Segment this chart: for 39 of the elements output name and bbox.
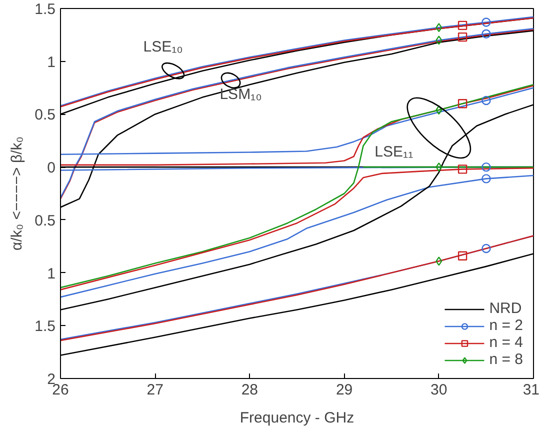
point	[458, 20, 468, 30]
y-tick-label: 1.5	[34, 1, 56, 18]
point	[482, 244, 491, 254]
point	[482, 96, 491, 106]
annotation: LSM₁₀	[220, 86, 262, 103]
x-tick-label: 31	[522, 382, 539, 398]
point	[458, 251, 468, 260]
x-tick-label: 26	[52, 382, 69, 398]
x-tick-label: 29	[336, 382, 353, 398]
x-tick-label: 27	[146, 382, 164, 398]
point	[436, 256, 442, 266]
y-tick-label: 0	[47, 160, 56, 177]
point	[482, 162, 491, 172]
point	[436, 36, 442, 45]
legend-label: n = 2	[489, 317, 523, 334]
y-tick-label: 1	[47, 54, 56, 71]
legend-label: n = 8	[489, 351, 523, 368]
legend-label: NRD	[489, 300, 522, 317]
x-tick-label: 28	[241, 382, 258, 398]
point	[458, 99, 468, 108]
point	[436, 105, 442, 115]
point	[482, 18, 491, 27]
annotation: LSE₁₀	[143, 38, 183, 56]
point	[482, 174, 491, 184]
y-tick-label: 0.5	[34, 106, 56, 124]
y-tick-label: 1	[47, 265, 56, 282]
x-tick-label: 30	[430, 382, 448, 398]
y-tick-label: 0.5	[34, 212, 56, 230]
y-axis-title: α/k₀ <−−−−> β/k₀	[8, 136, 26, 250]
annotation: LSE₁₁	[374, 144, 414, 161]
point	[458, 164, 468, 174]
point	[482, 29, 491, 38]
y-tick-label: 1.5	[34, 318, 56, 336]
point	[436, 162, 442, 172]
legend-label: n = 4	[489, 334, 523, 351]
line-series	[60, 84, 534, 288]
x-axis-title: Frequency - GHz	[240, 410, 354, 426]
point	[458, 32, 468, 42]
point	[436, 22, 442, 32]
